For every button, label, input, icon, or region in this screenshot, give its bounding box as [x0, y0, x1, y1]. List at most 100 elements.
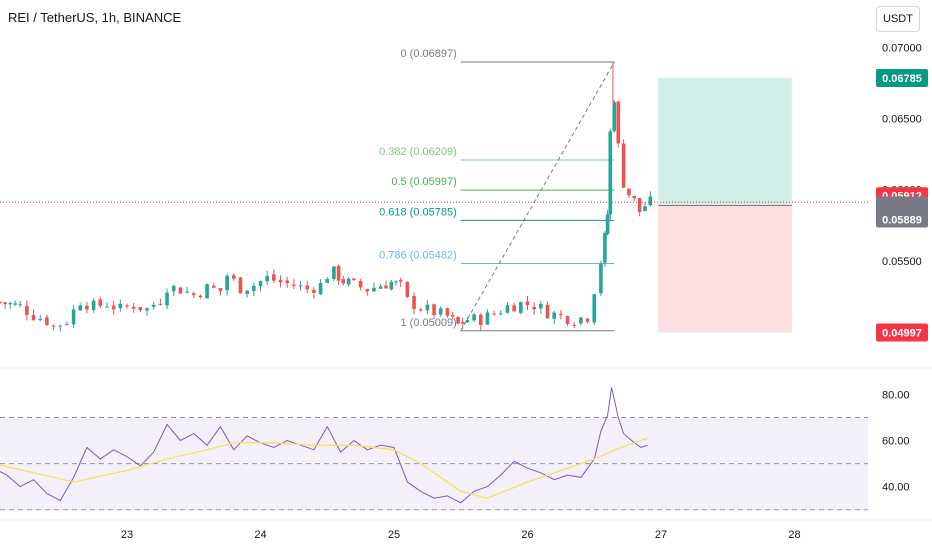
target-price-badge [876, 68, 928, 87]
candle-body [211, 285, 216, 288]
profit-zone [658, 77, 792, 206]
candle-body [599, 263, 603, 294]
candle-body [539, 304, 543, 309]
candle-body [585, 318, 590, 322]
candle-body [346, 278, 351, 285]
fib-level-label: 0.618 (0.05785) [379, 206, 457, 218]
candle-body [365, 289, 370, 292]
candle-body [358, 280, 363, 288]
candle-body [336, 265, 341, 281]
candle-body [352, 278, 356, 281]
candle-body [438, 308, 443, 315]
candle-body [432, 304, 436, 316]
candle-body [532, 306, 536, 310]
candle-body [158, 303, 163, 305]
candle-body [637, 198, 642, 212]
stop-price-label: 0.04997 [882, 327, 922, 339]
candle-body [178, 287, 183, 294]
candle-body [198, 295, 203, 298]
candle-body [612, 102, 617, 132]
candle-body [559, 313, 563, 316]
time-tick-label: 23 [121, 529, 133, 541]
fib-level-label: 0.786 (0.05482) [379, 249, 457, 261]
candle-body [285, 280, 289, 284]
candle-body [105, 306, 109, 308]
stop-price-badge [876, 323, 928, 342]
rsi-ma-line [0, 437, 648, 499]
candle-body [519, 302, 523, 313]
candle-body [218, 288, 223, 292]
candle-body [418, 309, 423, 311]
candle-body [445, 308, 450, 316]
candle-body [78, 305, 83, 311]
candle-body [545, 304, 550, 319]
candle-body [450, 314, 455, 317]
candle-body [98, 299, 103, 306]
candle-body [58, 325, 63, 327]
candle-body [272, 274, 276, 281]
candle-body [592, 294, 597, 323]
candle-body [18, 304, 22, 306]
candle-body [425, 304, 430, 311]
candle-body [298, 285, 303, 287]
price-tick-label: 0.07000 [882, 42, 922, 54]
candle-body [131, 306, 136, 309]
target-price-label: 0.06785 [882, 73, 922, 85]
candle-body [305, 285, 310, 290]
candle-body [552, 312, 556, 319]
candle-body [378, 286, 383, 289]
candle-body [85, 305, 89, 310]
candle-body [65, 324, 69, 326]
candle-body [621, 143, 626, 188]
entry-price-label: 0.05889 [882, 215, 922, 227]
candle-body [225, 275, 229, 291]
fib-trend-line [460, 61, 615, 332]
price-tick-label: 0.05500 [882, 256, 922, 268]
candle-body [245, 290, 249, 295]
candle-body [492, 313, 496, 315]
candle-body [398, 279, 403, 282]
time-tick-label: 24 [254, 529, 266, 541]
candle-body [165, 292, 169, 306]
candle-body [579, 317, 583, 324]
candle-body [38, 318, 43, 320]
candle-body [252, 285, 256, 291]
candle-body [616, 101, 621, 144]
candle-body [332, 266, 336, 279]
candle-body [572, 324, 577, 326]
entry-price-badge [876, 196, 928, 215]
candle-body [312, 289, 316, 293]
candle-body [8, 303, 12, 305]
candle-body [51, 325, 56, 327]
rsi-line [0, 387, 648, 504]
candle-body [525, 301, 530, 306]
entry-price-badge [876, 211, 928, 228]
candle-body [45, 317, 49, 325]
candle-body [372, 287, 376, 292]
fib-level-label: 0.382 (0.06209) [379, 146, 457, 158]
candle-body [627, 188, 631, 196]
time-tick-label: 25 [388, 529, 400, 541]
candle-body [191, 293, 196, 296]
rsi-tick-label: 60.00 [882, 436, 910, 448]
candle-body [13, 303, 17, 305]
candle-body [238, 277, 243, 294]
candle-body [232, 275, 236, 279]
candle-body [605, 214, 610, 235]
fib-level-label: 1 (0.05009) [400, 317, 456, 329]
candle-body [31, 315, 36, 320]
candle-body [265, 275, 269, 282]
candle-body [456, 316, 460, 324]
candle-body [394, 281, 398, 283]
currency-button[interactable]: USDT [876, 6, 920, 32]
candle-body [648, 196, 653, 206]
candle-body [145, 308, 149, 311]
candle-body [118, 303, 123, 309]
candle-body [412, 296, 416, 310]
candle-body [3, 302, 7, 304]
candle-body [258, 281, 263, 287]
rsi-tick-label: 80.00 [882, 389, 910, 401]
candle-body [185, 291, 189, 293]
candle-body [478, 314, 483, 326]
